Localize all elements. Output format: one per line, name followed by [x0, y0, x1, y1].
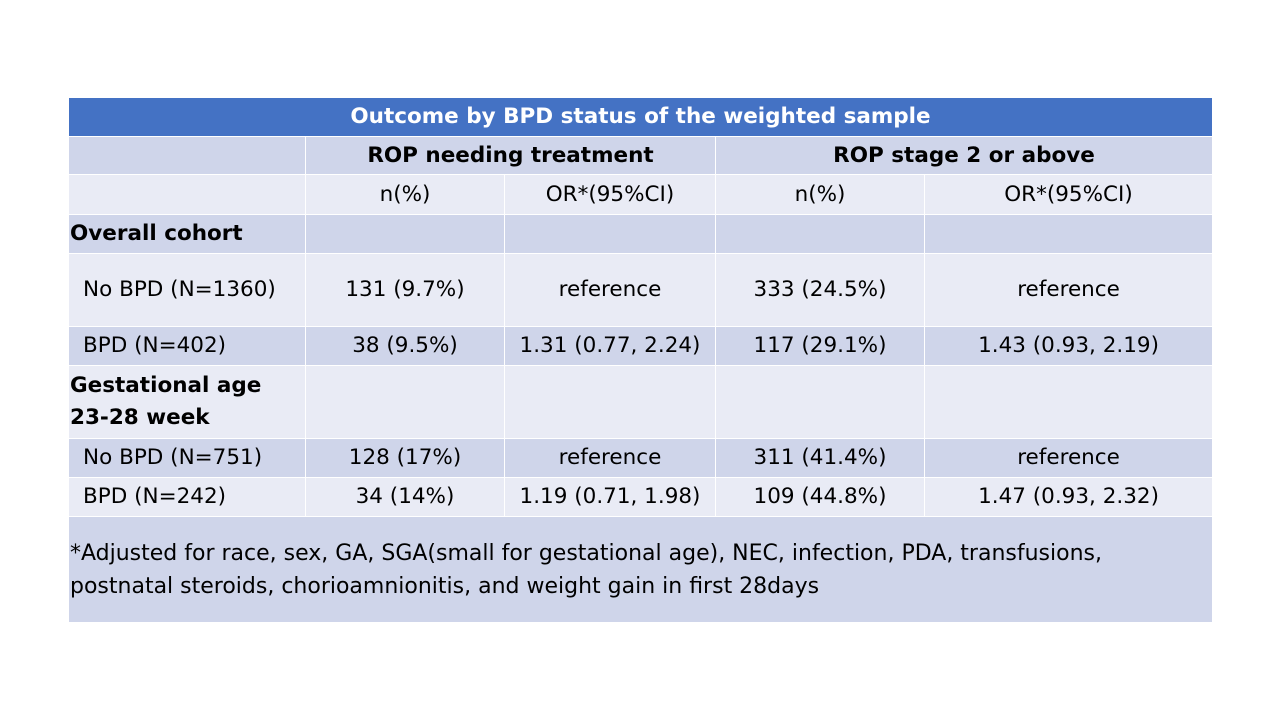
table-cell: 128 (17%) — [305, 438, 505, 478]
empty-cell — [305, 365, 505, 439]
table-row: BPD (N=402) 38 (9.5%) 1.31 (0.77, 2.24) … — [68, 326, 1214, 366]
empty-cell — [923, 365, 1214, 439]
footnote-row: *Adjusted for race, sex, GA, SGA(small f… — [67, 516, 1214, 623]
table-cell: 311 (41.4%) — [715, 438, 925, 478]
section-row: Overall cohort — [68, 214, 1214, 254]
table-cell: 131 (9.7%) — [305, 253, 505, 327]
table-row: No BPD (N=751) 128 (17%) reference 311 (… — [68, 438, 1214, 478]
table-row: BPD (N=242) 34 (14%) 1.19 (0.71, 1.98) 1… — [68, 477, 1214, 517]
table-cell: 1.43 (0.93, 2.19) — [923, 326, 1214, 366]
table-cell: 333 (24.5%) — [715, 253, 925, 327]
table-title-row: Outcome by BPD status of the weighted sa… — [67, 97, 1214, 137]
empty-cell — [715, 214, 925, 254]
empty-cell — [305, 214, 505, 254]
subheader-n-percent: n(%) — [305, 174, 505, 215]
table-cell: 34 (14%) — [305, 477, 505, 517]
footnote: *Adjusted for race, sex, GA, SGA(small f… — [67, 516, 1214, 623]
subheader-or-ci: OR*(95%CI) — [923, 174, 1214, 215]
subheader-blank — [68, 174, 306, 215]
table-cell: 1.31 (0.77, 2.24) — [504, 326, 716, 366]
row-label: No BPD (N=1360) — [68, 253, 306, 327]
subheader-or-ci: OR*(95%CI) — [504, 174, 716, 215]
table-cell: 1.19 (0.71, 1.98) — [504, 477, 716, 517]
table-cell: 38 (9.5%) — [305, 326, 505, 366]
outcome-table: Outcome by BPD status of the weighted sa… — [67, 97, 1214, 623]
empty-cell — [504, 365, 716, 439]
subheader-n-percent: n(%) — [715, 174, 925, 215]
table-cell: reference — [504, 438, 716, 478]
table-row: No BPD (N=1360) 131 (9.7%) reference 333… — [68, 253, 1214, 327]
row-label: BPD (N=242) — [68, 477, 306, 517]
table-cell: reference — [504, 253, 716, 327]
section-label-gestational: Gestational age 23-28 week — [68, 365, 306, 439]
group-header-rop-stage2: ROP stage 2 or above — [714, 136, 1214, 175]
table-cell: 1.47 (0.93, 2.32) — [923, 477, 1214, 517]
section-label-overall: Overall cohort — [68, 214, 306, 254]
table-cell: reference — [923, 438, 1214, 478]
row-label: BPD (N=402) — [68, 326, 306, 366]
group-header-row: ROP needing treatment ROP stage 2 or abo… — [68, 136, 1214, 175]
row-label: No BPD (N=751) — [68, 438, 306, 478]
table-cell: 117 (29.1%) — [715, 326, 925, 366]
group-header-rop-treatment: ROP needing treatment — [305, 136, 716, 175]
table-cell: reference — [923, 253, 1214, 327]
header-blank — [68, 136, 306, 175]
sub-header-row: n(%) OR*(95%CI) n(%) OR*(95%CI) — [68, 174, 1214, 215]
empty-cell — [715, 365, 925, 439]
empty-cell — [504, 214, 716, 254]
table-cell: 109 (44.8%) — [715, 477, 925, 517]
empty-cell — [923, 214, 1214, 254]
section-row: Gestational age 23-28 week — [68, 365, 1214, 439]
table-title: Outcome by BPD status of the weighted sa… — [67, 97, 1214, 137]
